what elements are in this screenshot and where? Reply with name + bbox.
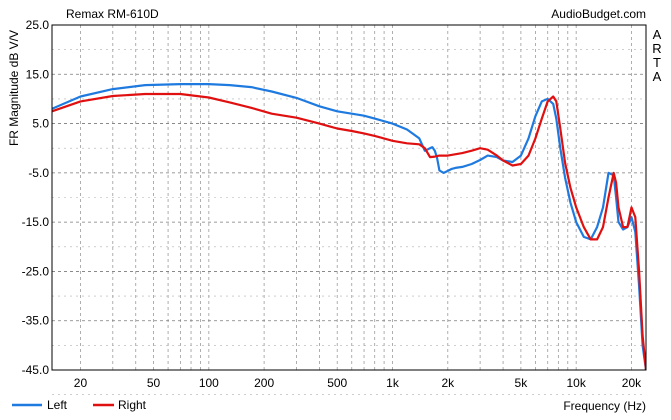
y-tick-label: 5.0 [32, 117, 49, 131]
plot-border [51, 24, 647, 371]
x-tick-label: 20k [622, 376, 642, 390]
side-label-letter: A [653, 27, 662, 42]
y-axis-ticks: 25.0 15.0 5.0 -5.0 -15.0 -25.0 -35.0 -45.0 [22, 18, 50, 377]
chart-title: Remax RM-610D [66, 7, 159, 21]
y-tick-label: -5.0 [28, 166, 49, 180]
x-tick-label: 200 [254, 376, 274, 390]
series-line-left [52, 82, 646, 370]
y-tick-label: -15.0 [22, 215, 50, 229]
x-axis-label: Frequency (Hz) [563, 399, 646, 413]
side-label-letter: R [652, 41, 661, 56]
legend-label-left: Left [47, 398, 68, 412]
y-axis-label: FR Magnitude dB V/V [7, 30, 21, 146]
plot-area [52, 25, 646, 370]
watermark-text: AudioBudget.com [551, 7, 646, 21]
y-tick-label: 15.0 [26, 67, 50, 81]
side-label-letter: A [653, 69, 662, 84]
x-axis-ticks: 20 50 100 200 500 1k 2k 5k 10k 20k [74, 376, 642, 390]
y-tick-label: -35.0 [22, 314, 50, 328]
x-tick-label: 50 [147, 376, 161, 390]
x-tick-label: 100 [199, 376, 219, 390]
legend: Left Right [12, 398, 147, 412]
y-tick-label: -45.0 [22, 363, 50, 377]
x-tick-label: 500 [327, 376, 347, 390]
series-line-right [52, 92, 646, 370]
x-tick-label: 2k [441, 376, 455, 390]
y-tick-label: -25.0 [22, 264, 50, 278]
x-tick-label: 10k [566, 376, 586, 390]
legend-label-right: Right [118, 398, 147, 412]
x-tick-label: 20 [74, 376, 88, 390]
x-tick-label: 1k [386, 376, 400, 390]
y-tick-label: 25.0 [26, 18, 50, 32]
side-label-letter: T [653, 55, 661, 70]
series-layer [52, 82, 646, 370]
x-tick-label: 5k [515, 376, 529, 390]
